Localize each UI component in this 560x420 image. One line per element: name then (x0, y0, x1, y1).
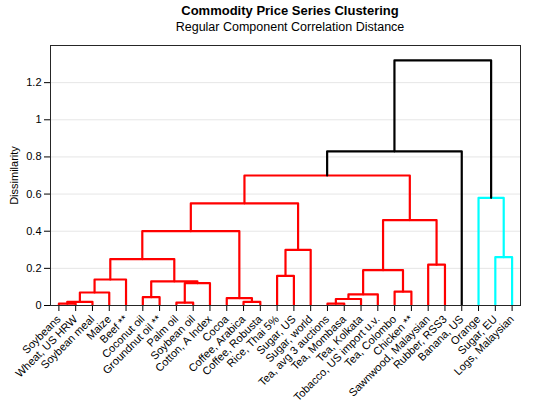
svg-text:0.8: 0.8 (26, 150, 41, 162)
svg-text:Sawnwood, Malaysian: Sawnwood, Malaysian (346, 312, 433, 399)
svg-text:Sugar, EU: Sugar, EU (455, 312, 500, 357)
svg-text:Tea, Colombo: Tea, Colombo (342, 312, 399, 370)
svg-text:Cotton, A Index: Cotton, A Index (152, 312, 214, 374)
svg-text:Maize: Maize (83, 312, 114, 342)
svg-text:Tea, avg 3 auctions: Tea, avg 3 auctions (255, 312, 332, 389)
svg-text:Rubber, RSS3: Rubber, RSS3 (390, 312, 449, 371)
svg-text:Soybean oil: Soybean oil (147, 312, 198, 362)
svg-text:Coconut oil: Coconut oil (99, 312, 147, 361)
svg-text:Soybeans: Soybeans (19, 312, 63, 356)
html-text:Regular Component Correlation: Regular Component Correlation Distance (175, 20, 405, 34)
svg-text:Beef **: Beef ** (97, 312, 130, 346)
svg-text:Tea, Mombasa: Tea, Mombasa (288, 312, 349, 373)
svg-text:Cocoa: Cocoa (199, 312, 231, 344)
svg-text:Groundnut oil **: Groundnut oil ** (100, 312, 164, 377)
svg-text:0: 0 (35, 299, 41, 311)
svg-text:Tobacco, US import u.v.: Tobacco, US import u.v. (291, 313, 381, 403)
svg-text:1: 1 (35, 113, 41, 125)
svg-text:Soybean meal: Soybean meal (38, 313, 96, 371)
svg-text:0.4: 0.4 (26, 225, 41, 237)
svg-text:Logs, Malaysian: Logs, Malaysian (451, 313, 516, 378)
svg-text:Wheat, US HRW: Wheat, US HRW (12, 312, 80, 380)
html-text:Commodity Price Series Cluster: Commodity Price Series Clustering (181, 3, 399, 18)
svg-text:Sugar, world: Sugar, world (262, 312, 315, 365)
svg-text:Coffee, Robusta: Coffee, Robusta (199, 312, 265, 378)
svg-text:Chicken **: Chicken ** (370, 312, 416, 358)
svg-text:Sugar, US: Sugar, US (253, 312, 298, 357)
svg-text:0.6: 0.6 (26, 188, 41, 200)
svg-text:Dissimilarity: Dissimilarity (8, 146, 20, 205)
svg-text:Tea, Kolkata: Tea, Kolkata (313, 312, 365, 364)
svg-text:Rice, Thai 5%: Rice, Thai 5% (224, 312, 281, 370)
svg-text:Palm oil: Palm oil (144, 312, 181, 349)
svg-text:Coffee, Arabica: Coffee, Arabica (185, 312, 248, 375)
svg-text:1.2: 1.2 (26, 76, 41, 88)
svg-text:Banana, US: Banana, US (415, 312, 466, 364)
svg-text:0.2: 0.2 (26, 262, 41, 274)
svg-text:Orange: Orange (448, 312, 483, 348)
